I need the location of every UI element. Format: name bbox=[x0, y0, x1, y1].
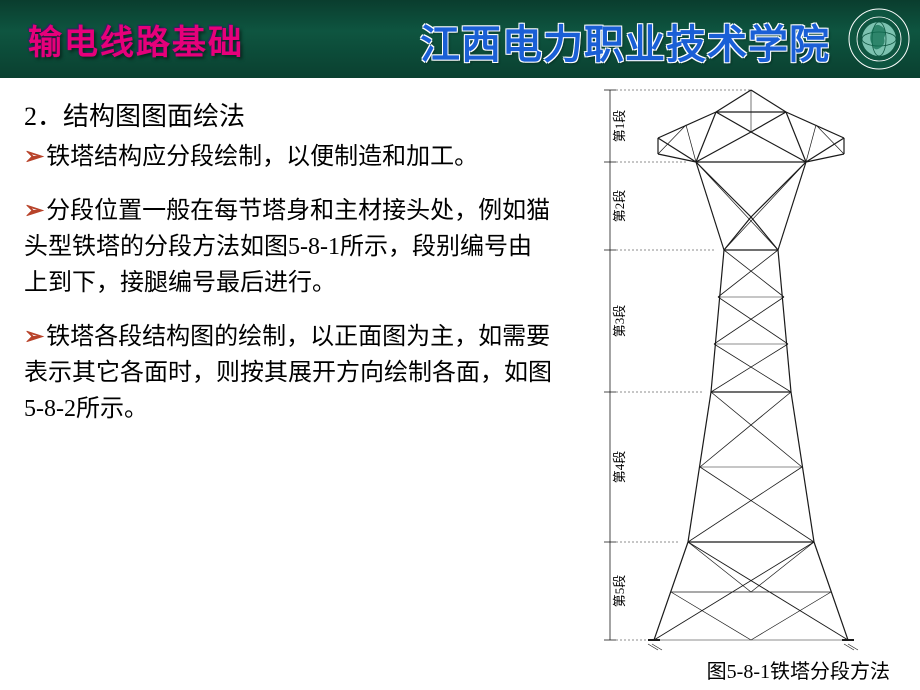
header-bar: 输电线路基础 江西电力职业技术学院 bbox=[0, 0, 920, 78]
diagram-section-label: 第5段 bbox=[612, 575, 627, 608]
bullet-item: ➢分段位置一般在每节塔身和主材接头处，例如猫头型铁塔的分段方法如图5-8-1所示… bbox=[24, 193, 554, 301]
diagram-section-label: 第3段 bbox=[612, 305, 627, 338]
tower-diagram: 第1段 第2段 第3段 第4段 第5段 bbox=[596, 82, 906, 672]
diagram-caption: 图5-8-1铁塔分段方法 bbox=[707, 655, 890, 684]
bullet-text: 分段位置一般在每节塔身和主材接头处，例如猫头型铁塔的分段方法如图5-8-1所示，… bbox=[24, 198, 550, 296]
bullet-marker-icon: ➢ bbox=[24, 198, 44, 224]
state-grid-logo-icon bbox=[848, 8, 910, 70]
bullet-marker-icon: ➢ bbox=[24, 324, 44, 350]
diagram-section-label: 第1段 bbox=[612, 110, 627, 143]
header-right-title: 江西电力职业技术学院 bbox=[420, 12, 830, 70]
diagram-section-label: 第4段 bbox=[612, 451, 627, 484]
header-left-title: 输电线路基础 bbox=[28, 15, 244, 64]
bullet-item: ➢铁塔各段结构图的绘制，以正面图为主，如需要表示其它各面时，则按其展开方向绘制各… bbox=[24, 319, 554, 427]
bullet-marker-icon: ➢ bbox=[24, 144, 44, 170]
diagram-section-label: 第2段 bbox=[612, 190, 627, 223]
bullet-text: 铁塔结构应分段绘制，以便制造和加工。 bbox=[46, 144, 478, 170]
bullet-text: 铁塔各段结构图的绘制，以正面图为主，如需要表示其它各面时，则按其展开方向绘制各面… bbox=[24, 324, 552, 422]
bullet-item: ➢铁塔结构应分段绘制，以便制造和加工。 bbox=[24, 139, 554, 175]
